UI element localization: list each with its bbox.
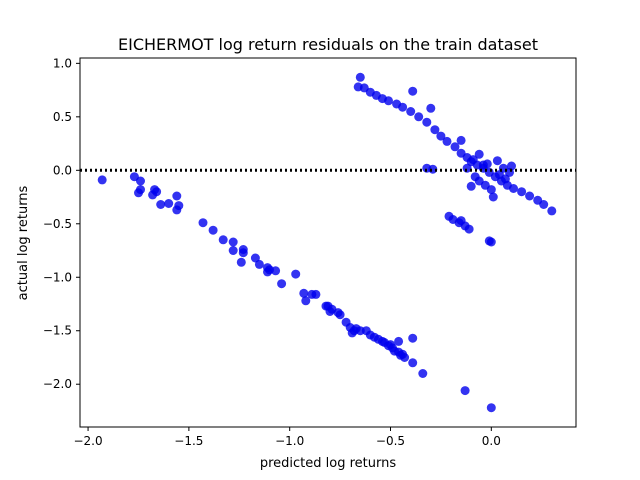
data-point <box>464 224 474 234</box>
data-point <box>462 163 472 173</box>
data-point <box>384 96 393 106</box>
x-tick-label: 0.0 <box>482 434 501 448</box>
data-point <box>236 257 246 267</box>
data-point <box>311 289 321 299</box>
data-point <box>509 184 518 193</box>
data-point <box>500 174 510 184</box>
data-point <box>406 107 416 116</box>
data-point <box>486 237 496 247</box>
data-point <box>474 149 484 159</box>
data-point <box>492 156 502 166</box>
data-point <box>164 199 174 208</box>
data-point <box>97 175 107 185</box>
data-point <box>422 117 432 127</box>
y-tick-label: 0.5 <box>53 110 72 124</box>
y-tick-label: −0.5 <box>43 217 72 231</box>
data-point <box>466 181 476 191</box>
data-point <box>301 296 311 306</box>
data-point <box>450 142 460 152</box>
data-point <box>400 353 410 362</box>
data-point <box>271 266 281 276</box>
data-point <box>238 248 248 258</box>
data-point <box>456 216 466 226</box>
data-point <box>486 185 496 195</box>
data-point <box>134 188 143 198</box>
data-points-layer <box>80 72 576 413</box>
data-point <box>254 259 264 269</box>
x-tick-label: −1.0 <box>275 434 304 448</box>
chart-title: EICHERMOT log return residuals on the tr… <box>118 35 538 54</box>
y-tick-label: −1.0 <box>43 270 72 284</box>
x-axis-ticks: −2.0 −1.5 −1.0 −0.5 0.0 <box>73 427 501 448</box>
data-point <box>442 136 452 146</box>
data-point <box>228 246 238 255</box>
y-tick-label: 1.0 <box>53 56 72 70</box>
data-point <box>198 218 208 228</box>
x-tick-label: −0.5 <box>376 434 405 448</box>
data-point <box>547 206 557 216</box>
data-point <box>525 191 535 201</box>
data-point <box>218 235 228 245</box>
data-point <box>156 200 166 209</box>
data-point <box>408 333 418 343</box>
plot-area-frame <box>79 57 577 428</box>
y-tick-label: −1.5 <box>43 324 72 338</box>
x-tick-label: −1.5 <box>174 434 203 448</box>
data-point <box>408 86 418 96</box>
data-point <box>430 125 440 135</box>
data-point <box>172 191 182 201</box>
data-point <box>136 176 145 186</box>
data-point <box>478 160 488 170</box>
y-axis-label: actual log returns <box>16 185 31 300</box>
data-point <box>470 172 480 182</box>
x-axis-label: predicted log returns <box>260 456 396 471</box>
y-tick-label: 0.0 <box>53 163 72 177</box>
data-point <box>299 288 309 298</box>
data-point <box>152 187 162 197</box>
data-point <box>291 269 301 279</box>
y-tick-label: −2.0 <box>43 377 72 391</box>
data-point <box>208 225 218 235</box>
data-point <box>335 310 345 320</box>
data-point <box>460 386 470 396</box>
data-point <box>277 279 287 289</box>
data-point <box>488 192 498 202</box>
data-point <box>414 112 424 122</box>
data-point <box>517 187 527 197</box>
data-point <box>398 102 408 112</box>
data-point <box>426 103 436 113</box>
data-point <box>507 161 516 171</box>
data-point <box>228 237 238 247</box>
data-point <box>468 155 478 165</box>
data-point <box>486 403 496 413</box>
x-tick-label: −2.0 <box>73 434 102 448</box>
y-axis-ticks: 1.0 0.5 0.0 −0.5 −1.0 −1.5 −2.0 <box>43 56 80 391</box>
data-point <box>355 72 365 82</box>
data-point <box>408 358 418 368</box>
data-point <box>539 200 549 209</box>
data-point <box>436 131 446 141</box>
data-point <box>418 369 428 378</box>
data-point <box>394 336 404 346</box>
data-point <box>174 201 184 211</box>
data-point <box>456 135 466 145</box>
data-point <box>250 253 260 263</box>
